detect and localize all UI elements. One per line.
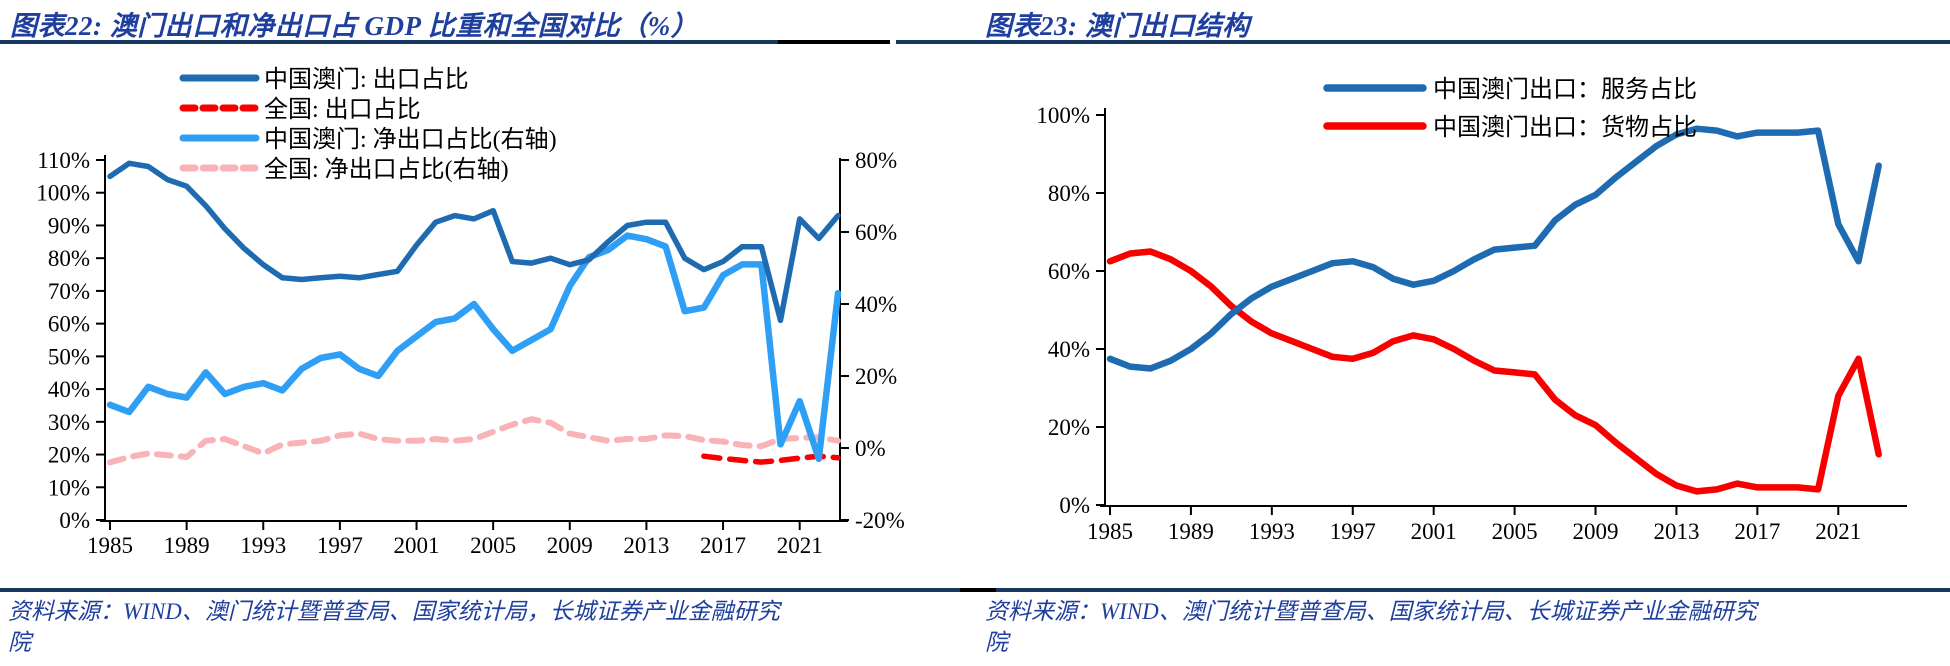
- left-axis-tick-label: 20%: [48, 443, 90, 468]
- left-axis-tick-label: 0%: [59, 508, 90, 533]
- title-rule-right: [896, 40, 1950, 44]
- right-axis-tick-label: 20%: [855, 364, 897, 389]
- x-axis-tick-label: 2017: [700, 533, 746, 558]
- figure23-title: 图表23: 澳门出口结构: [985, 11, 1250, 41]
- x-axis-tick-label: 1985: [87, 533, 133, 558]
- y-axis-tick-label: 60%: [1048, 259, 1090, 284]
- source-rule-left: [0, 588, 960, 592]
- x-axis-tick-label: 2017: [1734, 519, 1780, 544]
- left-axis-tick-label: 50%: [48, 344, 90, 369]
- right-axis-tick-label: 80%: [855, 148, 897, 173]
- x-axis-tick-label: 2009: [547, 533, 593, 558]
- x-axis-tick-label: 2013: [1653, 519, 1699, 544]
- title-rule-divider: [778, 40, 890, 44]
- x-axis-tick-label: 2013: [623, 533, 669, 558]
- legend-label-national-net-export-share: 全国: 净出口占比(右轴): [264, 156, 509, 183]
- right-axis-tick-label: 0%: [855, 436, 886, 461]
- y-axis-tick-label: 40%: [1048, 337, 1090, 362]
- left-axis-tick-label: 30%: [48, 410, 90, 435]
- figure22-source: 资料来源：WIND、澳门统计暨普查局、国家统计局，长城证券产业金融研究院: [8, 599, 780, 655]
- title-rule-left: [0, 40, 778, 44]
- left-axis-tick-label: 80%: [48, 246, 90, 271]
- left-axis-tick-label: 90%: [48, 213, 90, 238]
- legend-label-macau-services-export-share: 中国澳门出口：服务占比: [1433, 76, 1697, 103]
- x-axis-tick-label: 2005: [1492, 519, 1538, 544]
- chart-figure22: 0% 10% 20% 30% 40% 50% 60% 70% 80% 90% 100% 110% -20…: [36, 66, 905, 558]
- figure22-title: 图表22: 澳门出口和净出口占 GDP 比重和全国对比（%）: [10, 11, 699, 41]
- x-axis-tick-label: 1989: [164, 533, 210, 558]
- x-axis-tick-label: 2001: [1411, 519, 1457, 544]
- right-axis-tick-label: 40%: [855, 292, 897, 317]
- x-axis-tick-label: 2021: [777, 533, 823, 558]
- x-axis-tick-label: 1993: [1249, 519, 1295, 544]
- x-axis-tick-label: 1989: [1168, 519, 1214, 544]
- line-macau-net-export-share: [106, 232, 842, 463]
- left-axis-tick-label: 60%: [48, 312, 90, 337]
- x-axis-tick-label: 1993: [240, 533, 286, 558]
- x-axis-tick-label: 2005: [470, 533, 516, 558]
- left-axis-tick-label: 40%: [48, 377, 90, 402]
- right-axis-tick-label: 60%: [855, 220, 897, 245]
- left-axis-tick-label: 110%: [37, 148, 90, 173]
- line-macau-goods-export-share: [1106, 248, 1882, 495]
- figure23-source: 资料来源：WIND、澳门统计暨普查局、国家统计局、长城证券产业金融研究院: [985, 599, 1757, 655]
- x-axis-tick-label: 2009: [1573, 519, 1619, 544]
- y-axis-tick-label: 80%: [1048, 181, 1090, 206]
- line-macau-services-export-share: [1106, 125, 1882, 372]
- x-axis-tick-label: 2021: [1815, 519, 1861, 544]
- source-rule-divider: [960, 588, 996, 592]
- left-axis-tick-label: 70%: [48, 279, 90, 304]
- legend-label-macau-export-share: 中国澳门: 出口占比: [264, 66, 469, 93]
- y-axis-tick-label: 100%: [1036, 103, 1090, 128]
- x-axis-tick-label: 2001: [394, 533, 440, 558]
- legend-label-national-export-share: 全国: 出口占比: [264, 96, 421, 123]
- x-axis-tick-label: 1985: [1087, 519, 1133, 544]
- right-axis-tick-label: -20%: [855, 508, 905, 533]
- x-axis-tick-label: 1997: [317, 533, 363, 558]
- legend-label-macau-net-export-share: 中国澳门: 净出口占比(右轴): [264, 126, 557, 153]
- line-macau-export-share: [107, 160, 841, 324]
- source-rule-right: [996, 588, 1950, 592]
- left-axis-tick-label: 100%: [36, 181, 90, 206]
- line-national-net-export-share: [107, 416, 841, 466]
- y-axis-tick-label: 20%: [1048, 415, 1090, 440]
- legend-label-macau-goods-export-share: 中国澳门出口：货物占比: [1433, 114, 1697, 141]
- left-axis-tick-label: 10%: [48, 475, 90, 500]
- y-axis-tick-label: 0%: [1059, 493, 1090, 518]
- x-axis-tick-label: 1997: [1330, 519, 1376, 544]
- chart-figure23: 0% 20% 40% 60% 80% 100% 1985 1989 1993 1997 2001 20…: [1036, 76, 1907, 544]
